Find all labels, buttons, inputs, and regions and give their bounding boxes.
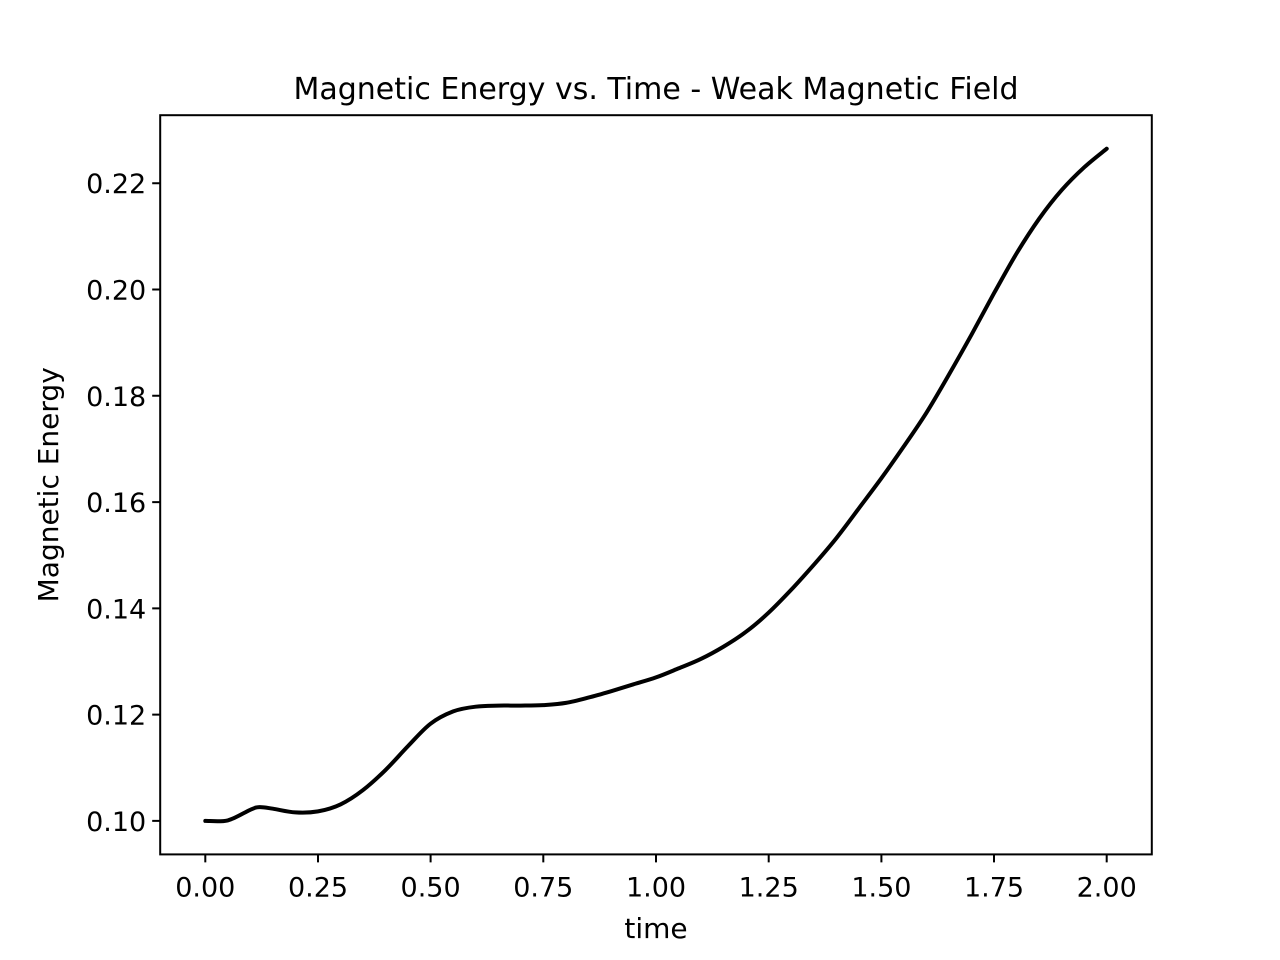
- axes-frame: [159, 114, 1153, 856]
- y-tick-label: 0.12: [86, 701, 146, 732]
- x-tick-label: 2.00: [1077, 872, 1137, 903]
- x-tick-label: 0.00: [175, 872, 235, 903]
- y-tick-label: 0.16: [86, 488, 146, 519]
- x-tick-label: 1.50: [851, 872, 911, 903]
- y-axis-label: Magnetic Energy: [32, 367, 65, 602]
- y-tick-label: 0.18: [86, 382, 146, 413]
- tick-labels: 0.00 0.25 0.50 0.75 1.00 1.25 1.50 1.75 2.00 0.10…: [86, 169, 1137, 903]
- x-tick-label: 1.00: [626, 872, 686, 903]
- y-tick-label: 0.20: [86, 276, 146, 307]
- x-tick-label: 0.25: [288, 872, 348, 903]
- y-tick-label: 0.22: [86, 169, 146, 200]
- x-tick-label: 0.50: [401, 872, 461, 903]
- x-tick-label: 0.75: [513, 872, 573, 903]
- y-tick-label: 0.10: [86, 807, 146, 838]
- energy-curve-line: [203, 146, 1109, 824]
- x-tick-label: 1.25: [739, 872, 799, 903]
- x-tick-label: 1.75: [964, 872, 1024, 903]
- y-tick-label: 0.14: [86, 594, 146, 625]
- x-axis-label: time: [624, 912, 687, 945]
- chart-title: Magnetic Energy vs. Time - Weak Magnetic…: [293, 72, 1018, 107]
- tick-marks: [152, 182, 1108, 863]
